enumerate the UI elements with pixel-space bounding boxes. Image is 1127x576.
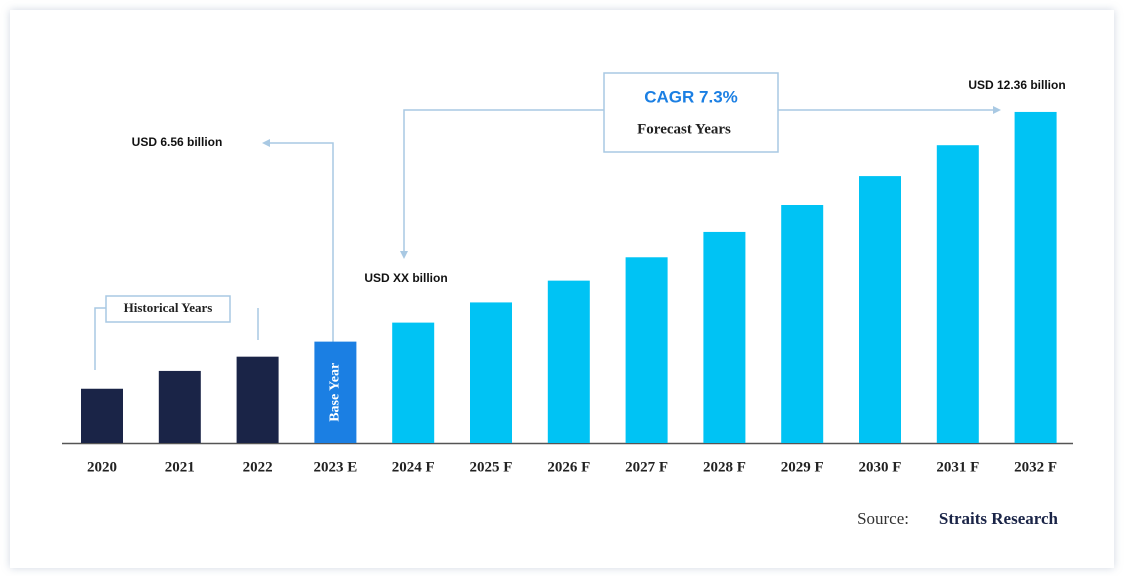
x-tick-label: 2031 F: [936, 459, 979, 475]
source-name: Straits Research: [939, 509, 1059, 528]
forecast-label: Forecast Years: [637, 121, 731, 137]
arrow-head: [262, 139, 270, 147]
annotation: USD XX billion: [364, 271, 447, 285]
bar: [936, 145, 979, 443]
bar: [81, 388, 123, 443]
x-tick-label: 2032 F: [1014, 459, 1057, 475]
source-label: Source:: [857, 509, 909, 528]
guide-line: [268, 142, 334, 342]
x-tick-label: 2026 F: [547, 459, 590, 475]
bar: [547, 280, 590, 443]
bar: [703, 231, 746, 443]
value-label: USD 12.36 billion: [968, 78, 1065, 92]
x-tick-label: 2021: [165, 459, 195, 475]
bar: [314, 341, 357, 443]
bar: [392, 322, 435, 443]
x-tick-label: 2020: [87, 459, 117, 475]
base-year-label: Base Year: [328, 363, 343, 422]
x-tick-label: 2025 F: [470, 459, 513, 475]
historical-label: Historical Years: [124, 300, 213, 315]
bar: [470, 302, 512, 443]
x-tick-label: 2027 F: [625, 459, 668, 475]
x-tick-label: 2023 E: [314, 459, 358, 475]
value-label: USD 6.56 billion: [132, 135, 223, 149]
bar: [1014, 111, 1057, 443]
bar: [236, 356, 279, 443]
x-tick-label: 2022: [243, 459, 273, 475]
bar: [781, 205, 824, 443]
guide-line: [403, 109, 604, 252]
bar: [158, 370, 201, 443]
x-tick-label: 2029 F: [781, 459, 824, 475]
guide-line: [94, 307, 106, 370]
bar: [859, 176, 901, 443]
arrow-head: [400, 251, 408, 259]
cagr-label: CAGR 7.3%: [644, 87, 738, 106]
bar: [625, 257, 668, 443]
x-tick-label: 2024 F: [392, 459, 435, 475]
x-tick-label: 2030 F: [859, 459, 902, 475]
x-tick-label: 2028 F: [703, 459, 746, 475]
historical-box: [105, 295, 231, 323]
arrow-head: [993, 106, 1001, 114]
cagr-box: [603, 72, 779, 153]
